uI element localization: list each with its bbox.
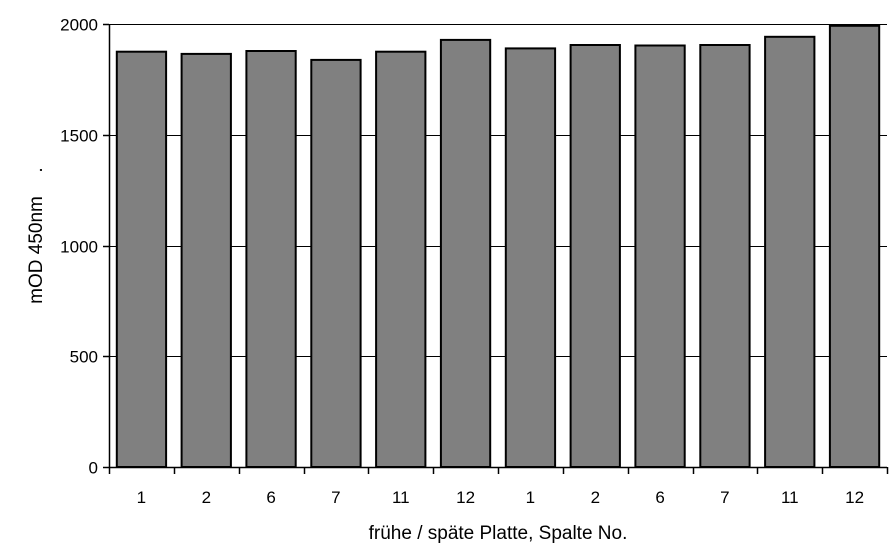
- gridlines: [109, 24, 887, 357]
- x-tick-label-2: 2: [202, 488, 211, 507]
- y-axis-label: mOD 450nm: [26, 196, 47, 304]
- x-tick-label-3: 6: [266, 488, 275, 507]
- bar-11: [764, 35, 816, 469]
- x-tick-label-5: 11: [392, 488, 410, 507]
- x-tick-label-6: 12: [456, 488, 475, 507]
- x-tick-label-12: 12: [845, 488, 864, 507]
- y-tick-label-1000: 1000: [60, 238, 98, 257]
- x-tick-label-4: 7: [331, 488, 340, 507]
- x-tick-label-7: 1: [526, 488, 535, 507]
- bar-7: [504, 47, 557, 469]
- bar-5: [375, 50, 427, 468]
- y-tick-label-0: 0: [89, 459, 98, 478]
- bar-1: [115, 50, 168, 468]
- bar-4: [310, 58, 362, 469]
- axes: [103, 23, 889, 474]
- bar-2: [180, 52, 232, 469]
- x-tick-label-8: 2: [591, 488, 600, 507]
- y-tick-labels: 0 500 1000 1500 2000: [60, 16, 98, 478]
- bar-8: [569, 44, 621, 468]
- y-tick-label-2000: 2000: [60, 16, 98, 35]
- x-tick-label-1: 1: [137, 488, 146, 507]
- x-axis-label: frühe / späte Platte, Spalte No.: [369, 523, 628, 544]
- y-tick-label-1500: 1500: [60, 127, 98, 146]
- y-axis-label-suffix: .: [26, 167, 47, 172]
- y-tick-label-500: 500: [70, 348, 98, 367]
- x-tick-label-9: 6: [655, 488, 664, 507]
- x-tick-labels: 1 2 6 7 11 12 1 2 6 7 11 12: [137, 488, 864, 507]
- bar-12: [828, 24, 881, 469]
- bar-6: [439, 38, 492, 469]
- x-tick-label-10: 7: [720, 488, 729, 507]
- bar-10: [699, 44, 751, 468]
- x-tick-label-11: 11: [781, 488, 799, 507]
- bar-9: [634, 44, 686, 468]
- bar-3: [245, 50, 297, 468]
